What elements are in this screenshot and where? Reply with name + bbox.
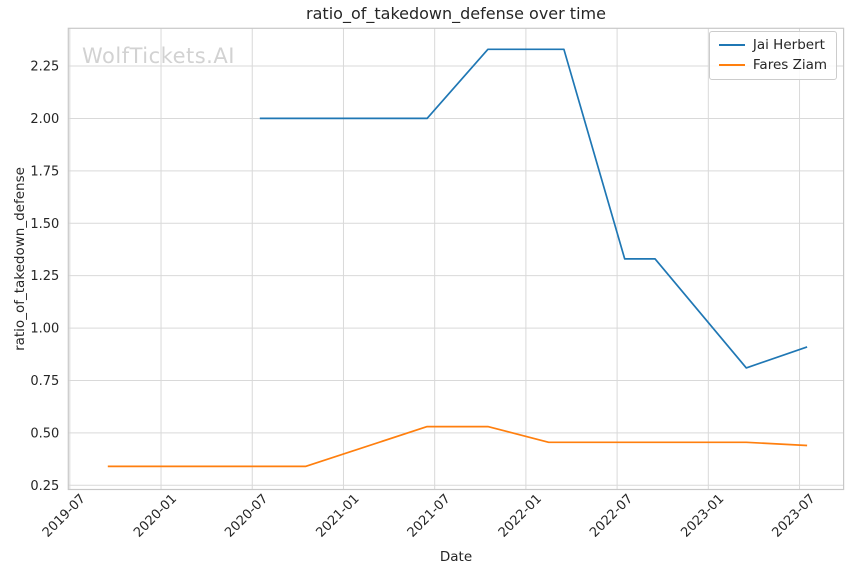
y-axis-label: ratio_of_takedown_defense	[12, 167, 29, 351]
y-tick-label: 2.00	[30, 112, 59, 127]
x-tick-label: 2022-01	[496, 492, 545, 541]
x-tick-label: 2019-07	[40, 492, 89, 541]
legend-line-swatch	[718, 44, 745, 46]
x-tick-label: 2023-01	[678, 492, 727, 541]
legend-label: Jai Herbert	[752, 37, 825, 53]
x-tick-label: 2020-07	[222, 492, 271, 541]
watermark: WolfTickets.AI	[82, 44, 235, 68]
series-line-fares-ziam	[107, 425, 808, 468]
x-tick-label: 2020-01	[131, 492, 180, 541]
x-tick-label: 2023-07	[770, 492, 819, 541]
y-tick-label: 1.50	[30, 217, 59, 232]
y-tick-label: 0.25	[30, 479, 59, 494]
y-tick-label: 0.75	[30, 374, 59, 389]
x-tick-label: 2021-01	[313, 492, 362, 541]
series-line-jai-herbert	[259, 48, 808, 369]
x-tick-label: 2021-07	[405, 492, 454, 541]
y-tick-label: 0.50	[30, 426, 59, 441]
legend-label: Fares Ziam	[752, 57, 827, 73]
y-tick-label: 1.00	[30, 322, 59, 337]
x-axis-label: Date	[439, 549, 473, 565]
chart-title: ratio_of_takedown_defense over time	[306, 4, 606, 23]
y-tick-label: 2.25	[30, 60, 59, 75]
y-tick-label: 1.25	[30, 269, 59, 284]
y-tick-label: 1.75	[30, 164, 59, 179]
legend-item: Fares Ziam	[718, 57, 827, 73]
legend-item: Jai Herbert	[718, 37, 827, 53]
legend-line-swatch	[718, 64, 745, 66]
y-axis-label-container: ratio_of_takedown_defense	[6, 28, 34, 490]
plot-border	[67, 27, 845, 491]
x-tick-label: 2022-07	[587, 492, 636, 541]
legend: Jai Herbert Fares Ziam	[708, 31, 837, 80]
